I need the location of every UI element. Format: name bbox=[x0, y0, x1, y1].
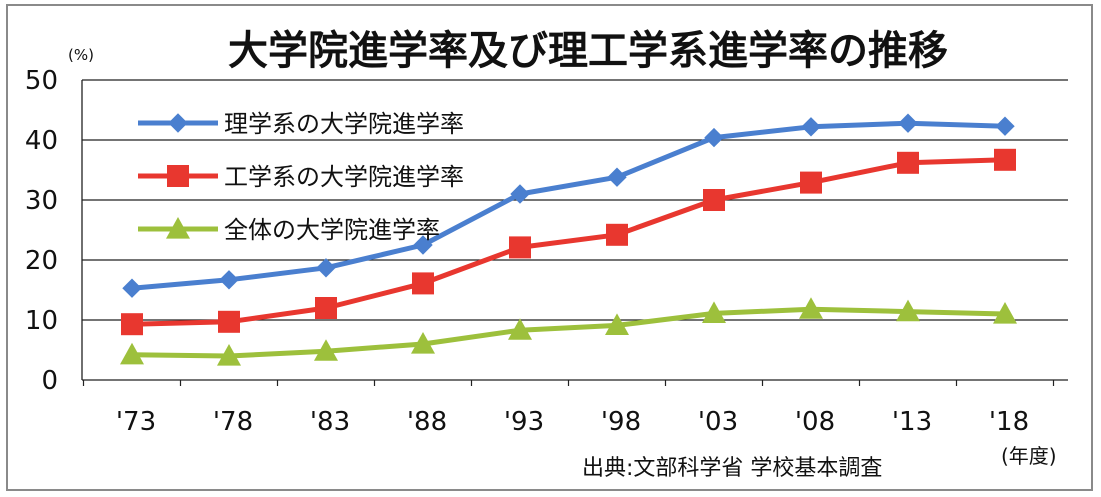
data-point-1-9 bbox=[994, 148, 1016, 171]
series-1 bbox=[121, 148, 1016, 336]
series-0 bbox=[122, 113, 1015, 298]
data-point-2-7 bbox=[799, 297, 823, 319]
x-tick-label-3: '88 bbox=[407, 407, 447, 437]
x-tick-label-0: '73 bbox=[116, 407, 156, 437]
y-tick-label-30: 30 bbox=[25, 186, 58, 216]
y-tick-label-50: 50 bbox=[25, 66, 58, 96]
x-tick-label-6: '03 bbox=[698, 407, 738, 437]
x-axis-ticks: '73 '78 '83 '88 '93 '98 '03 '08 '13 '18 bbox=[116, 407, 1029, 437]
legend-marker-1 bbox=[167, 165, 189, 187]
chart-frame: 大学院進学率及び理工学系進学率の推移 (%) 0 10 20 30 40 50 '73'7… bbox=[6, 4, 1093, 491]
source-note: 出典:文部科学省 学校基本調査 bbox=[582, 456, 882, 481]
y-axis-ticks: 0 10 20 30 40 50 bbox=[25, 66, 58, 396]
x-tick-label-8: '13 bbox=[892, 407, 932, 437]
data-point-1-4 bbox=[509, 236, 531, 259]
series-line-0 bbox=[131, 120, 1006, 291]
chart-title: 大学院進学率及び理工学系進学率の推移 bbox=[228, 28, 948, 74]
data-point-1-0 bbox=[121, 313, 143, 336]
data-point-1-3 bbox=[412, 272, 434, 295]
data-point-2-1 bbox=[217, 344, 241, 366]
axes bbox=[81, 80, 1068, 386]
legend-item-0: 理学系の大学院進学率 bbox=[138, 110, 464, 138]
x-axis-unit-label: (年度) bbox=[1001, 444, 1057, 468]
data-point-0-3 bbox=[413, 235, 433, 255]
data-point-1-5 bbox=[606, 223, 628, 246]
y-axis-unit-label: (%) bbox=[68, 46, 94, 64]
y-tick-label-10: 10 bbox=[25, 306, 58, 336]
legend-label-0: 理学系の大学院進学率 bbox=[224, 110, 464, 138]
data-point-2-4 bbox=[508, 318, 532, 340]
series-layer bbox=[120, 113, 1017, 366]
data-point-0-2 bbox=[316, 258, 336, 278]
y-tick-label-0: 0 bbox=[41, 366, 58, 396]
legend-item-1: 工学系の大学院進学率 bbox=[138, 163, 464, 191]
legend-item-2: 全体の大学院進学率 bbox=[138, 216, 440, 244]
data-point-0-6 bbox=[704, 127, 724, 148]
x-tick-label-1: '78 bbox=[213, 407, 253, 437]
x-tick-label-9: '18 bbox=[989, 407, 1029, 437]
y-tick-label-20: 20 bbox=[25, 246, 58, 276]
x-tick-label-5: '98 bbox=[601, 407, 641, 437]
data-point-0-0 bbox=[122, 278, 142, 298]
x-tick-label-2: '83 bbox=[310, 407, 350, 437]
data-point-2-3 bbox=[411, 332, 435, 354]
y-tick-label-40: 40 bbox=[25, 126, 58, 156]
data-point-2-9 bbox=[993, 302, 1017, 324]
data-point-2-8 bbox=[896, 299, 920, 322]
data-point-0-8 bbox=[898, 113, 918, 133]
x-tick-label-7: '08 bbox=[795, 407, 835, 437]
data-point-0-1 bbox=[219, 270, 239, 290]
data-point-0-7 bbox=[801, 117, 821, 137]
series-2 bbox=[120, 297, 1017, 366]
legend-label-2: 全体の大学院進学率 bbox=[224, 216, 440, 244]
data-point-0-4 bbox=[510, 184, 530, 204]
legend-marker-2 bbox=[166, 217, 190, 239]
series-line-1 bbox=[131, 157, 1006, 327]
data-point-0-9 bbox=[995, 116, 1015, 136]
data-point-2-2 bbox=[314, 339, 338, 361]
legend-label-1: 工学系の大学院進学率 bbox=[224, 163, 464, 191]
data-point-1-1 bbox=[218, 310, 240, 333]
data-point-2-5 bbox=[605, 313, 629, 335]
data-point-1-2 bbox=[315, 297, 337, 319]
data-point-1-8 bbox=[897, 151, 919, 174]
data-point-2-0 bbox=[120, 342, 144, 365]
legend-marker-0 bbox=[168, 113, 188, 133]
data-point-1-7 bbox=[800, 171, 822, 194]
series-line-2 bbox=[131, 306, 1006, 359]
data-point-1-6 bbox=[703, 189, 725, 211]
data-point-2-6 bbox=[702, 301, 726, 323]
x-tick-label-4: '93 bbox=[504, 407, 544, 437]
data-point-0-5 bbox=[607, 167, 627, 187]
